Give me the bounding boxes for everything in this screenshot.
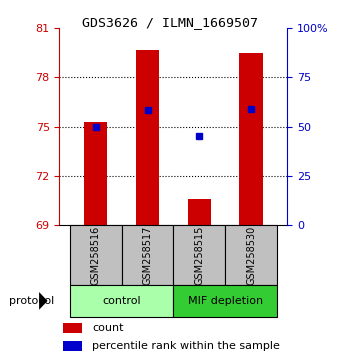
Text: count: count [92, 323, 124, 333]
Text: GDS3626 / ILMN_1669507: GDS3626 / ILMN_1669507 [82, 16, 258, 29]
Bar [225, 225, 277, 285]
Text: GSM258516: GSM258516 [91, 225, 101, 285]
Text: GSM258517: GSM258517 [142, 225, 153, 285]
Bar [70, 225, 122, 285]
Bar [64, 341, 82, 351]
Text: MIF depletion: MIF depletion [188, 296, 263, 306]
Bar [173, 225, 225, 285]
Bar [64, 323, 82, 333]
Text: GSM258530: GSM258530 [246, 225, 256, 285]
Bar [239, 53, 263, 225]
Bar [122, 225, 173, 285]
Text: control: control [102, 296, 141, 306]
Bar [173, 285, 277, 317]
Text: protocol: protocol [8, 296, 54, 306]
Bar [70, 285, 173, 317]
Text: GSM258515: GSM258515 [194, 225, 204, 285]
Bar [188, 199, 211, 225]
Text: percentile rank within the sample: percentile rank within the sample [92, 341, 280, 351]
Bar [136, 50, 159, 225]
Bar [84, 122, 107, 225]
